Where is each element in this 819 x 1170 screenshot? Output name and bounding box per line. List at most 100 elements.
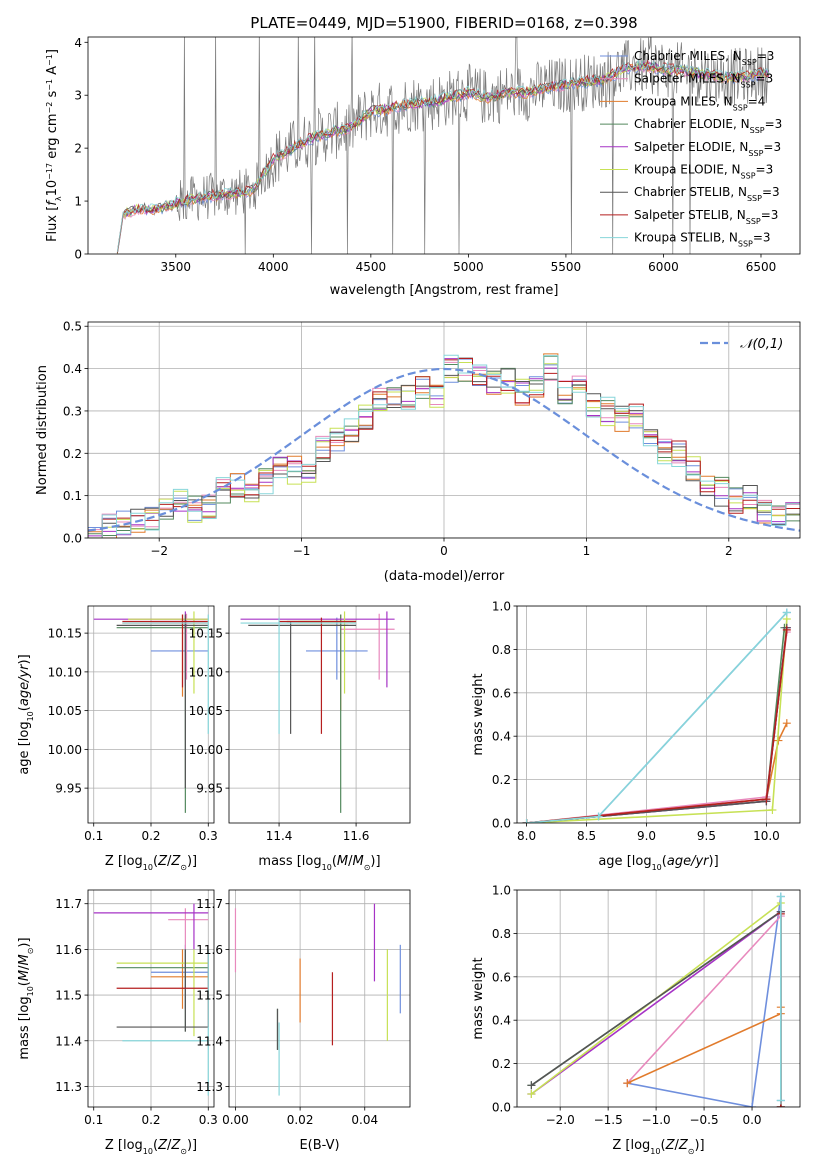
x-tick-label: 5500 [551, 260, 582, 274]
y-axis-label: mass weight [471, 673, 486, 755]
x-tick-label: 2 [725, 544, 733, 558]
errorbar-chabrier_stelib [116, 949, 209, 1032]
series-chabrier_stelib [522, 623, 791, 823]
mass_vs_z-axes: 0.1 0.2 0.3 11.3 11.4 11.5 11.6 11.7 Z [log10(Z/… [17, 889, 218, 1156]
errorbar-kroupa_miles [151, 949, 209, 1009]
data-point [527, 1081, 536, 1090]
x-tick-label: 0 [440, 544, 448, 558]
histogram-kroupa_stelib [88, 354, 800, 538]
y-tick-label: 0.8 [492, 643, 511, 657]
y-tick-label: 11.5 [196, 989, 223, 1003]
errorbar-kroupa_stelib [122, 949, 209, 1096]
errorbar-chabrier_stelib [248, 621, 357, 734]
series-kroupa_stelib [776, 892, 785, 1105]
x-tick-label: 1 [583, 544, 591, 558]
x-tick-label: 11.4 [266, 829, 293, 843]
y-tick-label: 10.10 [48, 665, 82, 679]
errorbar-kroupa_elodie [298, 611, 357, 694]
x-tick-label: 8.5 [577, 829, 596, 843]
x-tick-label: 0.1 [84, 1113, 103, 1127]
y-tick-label: 11.7 [55, 897, 82, 911]
data-point [782, 719, 791, 728]
legend: 𝒩(0,1) [700, 337, 783, 352]
x-tick-label: 0.3 [199, 1113, 218, 1127]
legend-label: Chabrier ELODIE, NSSP=3 [634, 117, 782, 135]
legend-label: Chabrier STELIB, NSSP=3 [634, 185, 780, 203]
data-point [594, 812, 603, 821]
errorbar-salpeter_miles [168, 908, 209, 950]
x-tick-label: 0.1 [84, 829, 103, 843]
y-tick-label: 9.95 [196, 782, 223, 796]
errorbar-salpeter_miles [340, 613, 395, 680]
y-tick-label: 0.5 [63, 320, 82, 334]
series-salpeter_miles [522, 628, 791, 823]
errorbar-kroupa_stelib [240, 617, 357, 734]
legend-label: 𝒩(0,1) [740, 337, 783, 352]
axes-frame [228, 889, 411, 1108]
y-tick-label: 0.1 [63, 489, 82, 503]
y-tick-label: 11.4 [55, 1034, 82, 1048]
legend-label: Kroupa MILES, NSSP=4 [634, 94, 765, 112]
y-tick-label: 11.7 [196, 897, 223, 911]
x-tick-label: 5000 [453, 260, 484, 274]
normal-curve [88, 367, 800, 532]
y-tick-label: 0.4 [492, 1014, 511, 1028]
y-tick-label: 11.6 [55, 943, 82, 957]
legend-label: Kroupa ELODIE, NSSP=3 [634, 163, 773, 181]
x-tick-label: 0.04 [351, 1113, 378, 1127]
legend-label: Kroupa STELIB, NSSP=3 [634, 231, 771, 249]
x-tick-label: −2.0 [546, 1113, 575, 1127]
errorbar-chabrier_miles [306, 617, 368, 680]
series-line [526, 629, 788, 823]
y-tick-label: 0.0 [492, 817, 511, 831]
y-tick-label: 0 [74, 248, 82, 262]
x-tick-label: 10.0 [753, 829, 780, 843]
y-axis-label: Flux [fλ10−17 erg cm−2 s−1 A−1] [45, 49, 63, 242]
y-tick-label: 2 [74, 142, 82, 156]
legend-label: Salpeter MILES, NSSP=3 [634, 72, 773, 90]
series-line [526, 722, 788, 823]
x-axis-label: (data-model)/error [384, 569, 505, 584]
y-tick-label: 11.3 [196, 1080, 223, 1094]
data-point [776, 892, 785, 901]
errorbar-chabrier_stelib [116, 614, 209, 789]
x-tick-label: 9.0 [637, 829, 656, 843]
y-tick-label: 0.0 [492, 1101, 511, 1115]
y-tick-label: 10.10 [189, 665, 223, 679]
data-point [522, 819, 531, 823]
x-tick-label: 9.5 [697, 829, 716, 843]
y-tick-label: 11.3 [55, 1080, 82, 1094]
series-line [526, 627, 788, 823]
x-tick-label: 6000 [648, 260, 679, 274]
age_vs_z-plot-area [88, 606, 214, 823]
y-tick-label: 1.0 [492, 884, 511, 898]
x-tick-label: −1.5 [594, 1113, 623, 1127]
x-tick-label: −2 [150, 544, 168, 558]
legend: Chabrier MILES, NSSP=3 Salpeter MILES, NS… [600, 49, 782, 248]
grid [229, 890, 410, 1107]
y-tick-label: 10.00 [48, 743, 82, 757]
grid [517, 606, 800, 823]
mass_vs_ebv-axes: 0.00 0.02 0.04 11.3 11.4 11.5 11.6 11.7 E(B-V) [196, 889, 411, 1153]
y-axis-label: age [log10(age/yr)] [17, 654, 35, 774]
massweight_vs_z-plot-area [517, 890, 800, 1107]
y-tick-label: 0.6 [492, 686, 511, 700]
model-spectrum-salpeter_stelib [116, 59, 769, 253]
x-axis-label: Z [log10(Z/Z⊙)] [105, 1138, 197, 1156]
y-tick-label: 4 [74, 36, 82, 50]
errorbar-kroupa_stelib [122, 614, 209, 734]
axes-frame [516, 889, 801, 1108]
data-point [776, 1096, 785, 1105]
age_vs_mass-plot-area [229, 606, 410, 823]
massweight_vs_age-plot-area [517, 606, 800, 823]
y-tick-label: 0.2 [492, 773, 511, 787]
x-tick-label: 0.00 [222, 1113, 249, 1127]
y-tick-label: 0.0 [63, 532, 82, 546]
series-chabrier_miles [522, 608, 791, 823]
model-spectrum-kroupa_stelib [116, 58, 770, 252]
y-tick-label: 0.3 [63, 404, 82, 418]
y-tick-label: 11.4 [196, 1034, 223, 1048]
x-tick-label: −1 [293, 544, 311, 558]
y-tick-label: 0.4 [492, 730, 511, 744]
y-tick-label: 11.5 [55, 989, 82, 1003]
